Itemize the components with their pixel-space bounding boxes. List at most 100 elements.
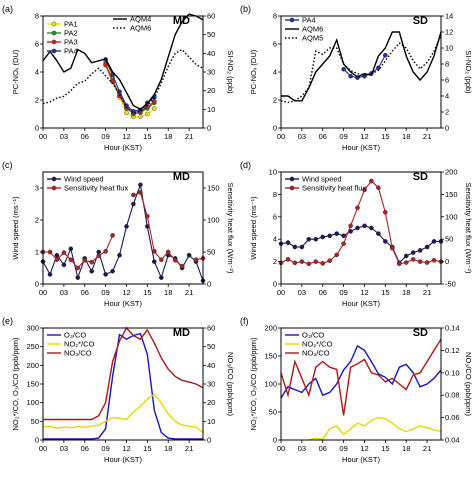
y-tick-label: 50 xyxy=(269,408,277,417)
x-tick-label: 12 xyxy=(360,132,368,141)
data-point xyxy=(396,261,402,267)
legend-label: NO₃/CO xyxy=(64,349,92,358)
series-2 xyxy=(40,190,206,271)
y-tick-label: 3 xyxy=(35,184,39,193)
x-tick-label: 12 xyxy=(360,444,368,453)
series-2 xyxy=(308,416,442,441)
legend-label: O₃/CO xyxy=(64,331,86,340)
x-tick-label: 21 xyxy=(423,288,431,297)
panel-label: (f) xyxy=(240,316,249,326)
x-axis-label: Hour (KST) xyxy=(104,455,142,464)
legend-label: NO₃/CO xyxy=(302,349,330,358)
y-tick-label: 0 xyxy=(35,436,39,445)
x-tick-label: 15 xyxy=(143,132,151,141)
data-point xyxy=(75,275,81,280)
legend-marker xyxy=(51,21,57,27)
y2-tick-label: 50 xyxy=(207,342,215,351)
data-point xyxy=(138,190,143,195)
legend-label: PA4 xyxy=(302,16,316,25)
data-point xyxy=(285,257,291,262)
y2-tick-label: 0.06 xyxy=(445,413,460,422)
data-point xyxy=(96,253,101,259)
data-point xyxy=(417,259,423,264)
x-tick-label: 12 xyxy=(122,132,130,141)
data-point xyxy=(151,106,157,111)
y2-axis-label: SI-NO₂ (ppb) xyxy=(226,50,235,94)
y2-tick-label: 0.10 xyxy=(445,368,460,377)
y-tick-label: 50 xyxy=(31,417,39,426)
x-tick-label: 21 xyxy=(423,444,431,453)
legend-marker xyxy=(51,185,57,191)
y2-axis-label: NO₃/CO (ppb/ppm) xyxy=(226,352,235,416)
data-point xyxy=(89,268,94,274)
legend-item: PA1 xyxy=(47,20,78,29)
y-tick-label: 2 xyxy=(273,257,277,266)
y2-tick-label: 100 xyxy=(445,212,458,221)
legend-item: AQM6 xyxy=(113,24,151,33)
data-point xyxy=(313,259,319,264)
y2-tick-label: 0 xyxy=(207,124,211,133)
data-point xyxy=(424,244,430,250)
chart-panel-4: 00 03 06 09 12 15 18 21 0 2 4 6 8 10 -50 0 50 100 150 200 Ho… xyxy=(240,160,473,308)
data-point xyxy=(68,246,74,252)
x-tick-label: 21 xyxy=(185,444,193,453)
y-tick-label: 8 xyxy=(273,12,277,21)
y2-tick-label: 100 xyxy=(207,216,220,225)
legend-item: AQM6 xyxy=(285,25,323,34)
data-point xyxy=(341,233,346,239)
y2-tick-label: 8 xyxy=(445,60,449,69)
chart-panel-1: 00 03 06 09 12 15 18 21 0 2 4 6 8 0 10 20 30 40 50 60 Hour (… xyxy=(2,4,235,152)
x-tick-label: 00 xyxy=(277,444,285,453)
y2-tick-label: 50 xyxy=(207,30,215,39)
data-point xyxy=(54,257,60,263)
data-point xyxy=(131,201,136,207)
data-point xyxy=(285,240,291,245)
data-point xyxy=(341,241,346,246)
x-tick-label: 03 xyxy=(298,132,306,141)
data-point xyxy=(299,244,305,250)
data-point xyxy=(410,257,416,262)
series-line xyxy=(281,31,442,102)
x-tick-label: 09 xyxy=(339,132,347,141)
series-line xyxy=(42,48,204,114)
y2-tick-label: 0 xyxy=(207,280,211,289)
series-line xyxy=(43,332,203,440)
series-2 xyxy=(281,31,442,102)
legend-item: NO₂*/CO xyxy=(285,340,333,349)
data-point xyxy=(144,213,150,219)
data-point xyxy=(320,234,326,240)
y2-tick-label: -50 xyxy=(445,280,456,289)
data-point xyxy=(292,244,298,250)
data-point xyxy=(103,249,108,254)
data-point xyxy=(327,258,333,264)
data-point xyxy=(131,192,136,198)
x-tick-label: 21 xyxy=(185,288,193,297)
plot-frame xyxy=(42,171,204,285)
x-tick-label: 03 xyxy=(60,288,68,297)
x-tick-label: 00 xyxy=(39,288,47,297)
series-line xyxy=(308,416,442,441)
panel-label: (e) xyxy=(2,316,13,326)
series-line xyxy=(43,326,204,421)
data-point xyxy=(117,252,122,258)
data-point xyxy=(151,99,157,104)
x-tick-label: 15 xyxy=(381,132,389,141)
y2-axis-label: Sensitivity heat flux (Wm⁻²) xyxy=(226,182,235,274)
x-tick-label: 06 xyxy=(81,288,89,297)
y-axis-label: NO₂*/CO, O₃/CO (ppb/ppm) xyxy=(11,337,20,431)
legend-marker xyxy=(51,30,57,36)
y-tick-label: 2 xyxy=(35,96,39,105)
legend-item: O₃/CO xyxy=(285,331,324,340)
data-point xyxy=(110,233,115,238)
y2-tick-label: 4 xyxy=(445,92,449,101)
series-2 xyxy=(42,393,204,434)
x-tick-label: 15 xyxy=(143,288,151,297)
x-axis-label: Hour (KST) xyxy=(342,143,380,152)
x-axis-label: Hour (KST) xyxy=(104,143,142,152)
legend-item: Wind speed xyxy=(47,175,104,184)
series-1 xyxy=(278,223,444,266)
y2-tick-label: 150 xyxy=(445,190,458,199)
x-axis-label: Hour (KST) xyxy=(342,455,380,464)
